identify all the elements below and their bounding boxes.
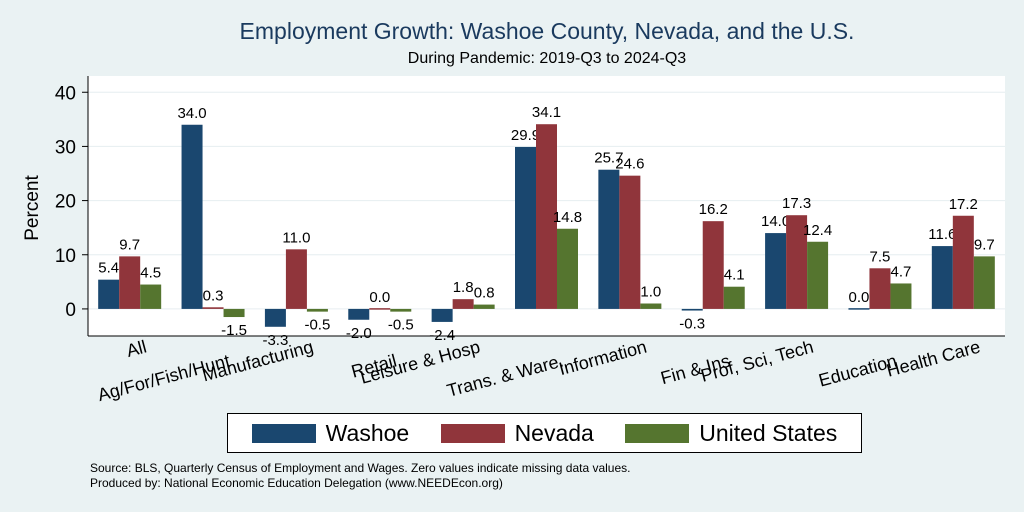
bar-united-states-education <box>890 283 912 309</box>
y-tick-label: 30 <box>55 137 76 158</box>
bar-united-states-all <box>140 284 162 309</box>
bar-washoe-information <box>598 169 620 309</box>
data-label-nevada-fin-ins: 16.2 <box>699 201 728 218</box>
bar-washoe-fin-ins <box>681 308 703 311</box>
y-tick-label: 0 <box>65 300 76 321</box>
y-tick-label: 20 <box>55 192 76 213</box>
bar-washoe-manufacturing <box>264 308 286 327</box>
data-label-washoe-manufacturing: -3.3 <box>262 332 288 349</box>
bar-nevada-all <box>119 256 141 309</box>
data-label-united-states-prof-sci-tech: 12.4 <box>803 222 832 239</box>
data-label-united-states-education: 4.7 <box>891 263 912 280</box>
data-label-united-states-manufacturing: -0.5 <box>304 317 330 334</box>
data-label-washoe-all: 5.4 <box>98 260 119 277</box>
bar-nevada-retail <box>369 308 391 310</box>
x-tick-label-manufacturing: Manufacturing <box>200 337 315 386</box>
data-label-nevada-information: 24.6 <box>615 156 644 173</box>
x-tick-label-health-care: Health Care <box>884 337 982 381</box>
legend-label-nevada: Nevada <box>514 419 594 446</box>
data-label-united-states-trans-ware: 14.8 <box>553 209 582 226</box>
y-axis-title: Percent <box>22 175 43 241</box>
bar-washoe-prof-sci-tech <box>765 233 787 309</box>
bar-washoe-leisure-hosp <box>431 308 453 322</box>
legend-item-united-states: United States <box>625 420 837 447</box>
bar-united-states-information <box>640 303 662 309</box>
data-label-nevada-ag-for-fish-hunt: 0.3 <box>203 287 224 304</box>
data-label-washoe-ag-for-fish-hunt: 34.0 <box>177 105 206 122</box>
data-label-nevada-prof-sci-tech: 17.3 <box>782 195 811 212</box>
y-tick-label: 10 <box>55 246 76 267</box>
x-tick-label-information: Information <box>557 337 649 380</box>
data-label-nevada-retail: 0.0 <box>369 289 390 306</box>
legend: Washoe Nevada United States <box>227 413 862 453</box>
legend-swatch-washoe <box>251 423 316 443</box>
bar-washoe-education <box>848 308 870 310</box>
bar-united-states-ag-for-fish-hunt <box>223 308 245 318</box>
data-label-washoe-health-care: 11.6 <box>928 226 956 243</box>
data-label-nevada-health-care: 17.2 <box>949 196 978 213</box>
data-label-nevada-leisure-hosp: 1.8 <box>453 279 474 296</box>
data-label-united-states-fin-ins: 4.1 <box>724 267 745 284</box>
data-label-united-states-ag-for-fish-hunt: -1.5 <box>221 322 247 339</box>
bar-nevada-trans-ware <box>536 124 557 309</box>
bar-washoe-ag-for-fish-hunt <box>181 124 203 309</box>
bar-nevada-information <box>619 175 641 309</box>
bar-washoe-retail <box>348 308 370 320</box>
data-label-united-states-information: 1.0 <box>640 284 661 301</box>
data-label-washoe-education: 0.0 <box>849 289 870 306</box>
produced-by-note: Produced by: National Economic Education… <box>90 476 503 490</box>
data-label-united-states-health-care: 9.7 <box>974 236 995 253</box>
data-label-nevada-education: 7.5 <box>870 248 891 265</box>
bar-nevada-prof-sci-tech <box>786 215 808 309</box>
data-label-washoe-leisure-hosp: -2.4 <box>429 327 455 344</box>
data-label-washoe-prof-sci-tech: 14.0 <box>761 213 790 230</box>
data-label-united-states-retail: -0.5 <box>388 317 414 334</box>
chart-subtitle: During Pandemic: 2019-Q3 to 2024-Q3 <box>407 50 687 67</box>
bar-nevada-education <box>869 268 891 309</box>
data-label-nevada-manufacturing: 11.0 <box>282 229 310 246</box>
data-label-washoe-retail: -2.0 <box>346 325 372 342</box>
x-tick-label-all: All <box>124 337 149 361</box>
source-note: Source: BLS, Quarterly Census of Employm… <box>90 461 631 475</box>
bar-nevada-fin-ins <box>702 221 724 309</box>
bar-united-states-health-care <box>973 256 995 309</box>
bar-washoe-all <box>98 279 120 309</box>
data-label-united-states-leisure-hosp: 0.8 <box>474 285 495 302</box>
bar-united-states-retail <box>390 308 412 312</box>
legend-swatch-united-states <box>625 423 690 443</box>
bar-nevada-ag-for-fish-hunt <box>202 307 224 309</box>
data-label-washoe-information: 25.7 <box>594 150 623 167</box>
bar-nevada-health-care <box>952 215 974 309</box>
chart-title: Employment Growth: Washoe County, Nevada… <box>239 18 855 44</box>
bar-united-states-manufacturing <box>306 308 328 312</box>
legend-item-nevada: Nevada <box>440 419 594 447</box>
bar-united-states-prof-sci-tech <box>807 241 829 309</box>
bar-washoe-trans-ware <box>515 146 536 309</box>
bar-united-states-leisure-hosp <box>473 304 495 309</box>
data-label-washoe-trans-ware: 29.9 <box>511 127 540 144</box>
bar-nevada-leisure-hosp <box>452 299 474 309</box>
y-tick-label: 40 <box>55 83 76 104</box>
legend-label-united-states: United States <box>699 419 838 446</box>
legend-item-washoe: Washoe <box>251 419 410 447</box>
bar-united-states-fin-ins <box>723 286 745 309</box>
data-label-washoe-fin-ins: -0.3 <box>679 316 705 333</box>
bar-nevada-manufacturing <box>285 249 307 309</box>
data-label-nevada-all: 9.7 <box>119 236 140 253</box>
bar-united-states-trans-ware <box>557 228 578 309</box>
data-label-nevada-trans-ware: 34.1 <box>532 104 561 121</box>
x-tick-label-prof-sci-tech: Prof, Sci, Tech <box>699 337 816 386</box>
legend-swatch-nevada <box>440 423 505 443</box>
legend-label-washoe: Washoe <box>325 419 410 446</box>
data-label-united-states-all: 4.5 <box>140 265 161 282</box>
bar-washoe-health-care <box>931 246 953 309</box>
